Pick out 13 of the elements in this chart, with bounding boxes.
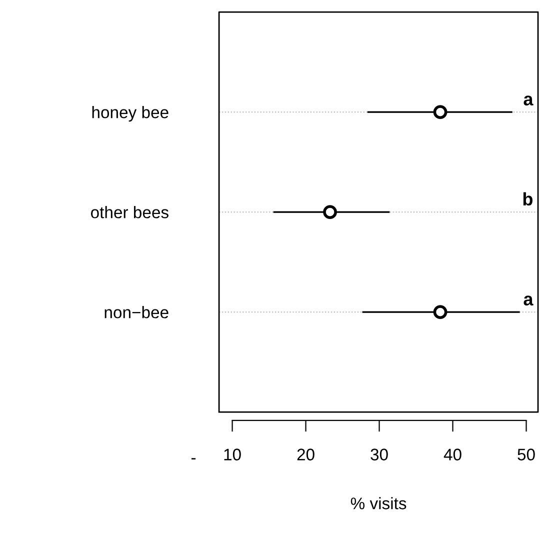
y-tick-label: other bees (91, 206, 168, 218)
annotation: a (524, 296, 534, 306)
x-tick-label: 20 (297, 448, 314, 460)
x-tick-label: 50 (518, 448, 535, 460)
x-tick-label: 40 (444, 448, 462, 460)
annotation: a (524, 96, 534, 106)
annotation: b (523, 192, 532, 206)
x-axis-title: % visits (350, 497, 406, 510)
text: - (192, 458, 196, 460)
y-tick-label: honey bee (92, 106, 168, 122)
x-tick-label: 30 (370, 448, 388, 460)
y-tick-label: non−bee (104, 306, 168, 318)
x-tick-label: 10 (224, 448, 241, 460)
